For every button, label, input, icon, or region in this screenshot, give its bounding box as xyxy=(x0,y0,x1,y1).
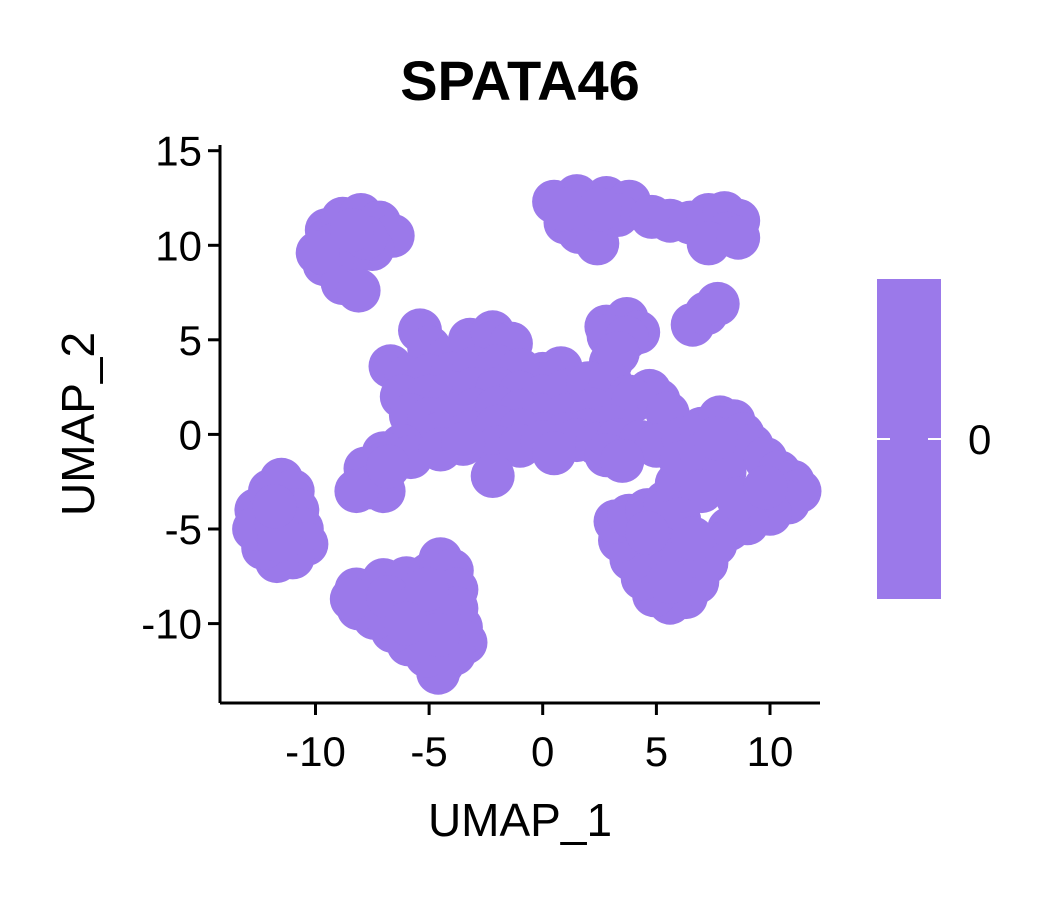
scatter-point xyxy=(743,465,788,510)
scatter-point xyxy=(600,438,645,483)
scatter-point xyxy=(257,518,302,563)
cluster-7 xyxy=(232,457,329,584)
scatter-point xyxy=(366,444,411,489)
scatter-point xyxy=(577,187,622,232)
scatter-point xyxy=(716,215,761,260)
scatter-point xyxy=(295,230,340,275)
scatter-point xyxy=(695,281,740,326)
scatter-point xyxy=(441,421,486,466)
x-tick-label: 0 xyxy=(531,728,554,775)
scatter-point xyxy=(329,208,374,253)
scatter-point xyxy=(384,601,429,646)
cluster-2 xyxy=(532,174,761,266)
x-tick-label: 10 xyxy=(747,728,794,775)
cluster-1 xyxy=(295,193,415,313)
scatter-point xyxy=(625,510,670,555)
scatter-point xyxy=(329,577,374,621)
cluster-3 xyxy=(670,281,740,347)
scatter-point xyxy=(404,567,449,612)
x-axis-label: UMAP_1 xyxy=(428,794,612,846)
y-tick-label: 15 xyxy=(155,128,202,175)
scatter-point xyxy=(648,559,692,604)
y-tick-label: -5 xyxy=(165,506,202,553)
scatter-point xyxy=(334,469,379,514)
y-tick-label: -10 xyxy=(141,601,202,648)
x-tick-label: -5 xyxy=(410,728,447,775)
y-tick-label: 0 xyxy=(179,411,202,458)
cluster-5 xyxy=(334,308,690,514)
y-tick-label: 5 xyxy=(179,317,202,364)
colorbar-legend: 0 xyxy=(877,279,991,599)
colorbar-label: 0 xyxy=(968,416,991,463)
chart-title: SPATA46 xyxy=(400,49,640,112)
cluster-8 xyxy=(329,537,488,695)
x-tick-label: -10 xyxy=(285,728,346,775)
scatter-point xyxy=(693,416,738,461)
cluster-6 xyxy=(593,395,822,625)
scatter-point xyxy=(670,516,715,561)
scatter-points xyxy=(232,174,822,695)
scatter-point xyxy=(252,484,297,529)
x-tick-label: 5 xyxy=(645,728,668,775)
scatter-point xyxy=(336,268,381,313)
y-tick-label: 10 xyxy=(155,222,202,269)
y-axis-ticks: 15 10 5 0 -5 -10 xyxy=(141,128,220,648)
scatter-point xyxy=(532,431,577,476)
scatter-point xyxy=(470,454,515,498)
x-axis-ticks: -10 -5 0 5 10 xyxy=(285,703,793,775)
scatter-point xyxy=(541,187,586,232)
y-axis-label: UMAP_2 xyxy=(52,332,104,516)
